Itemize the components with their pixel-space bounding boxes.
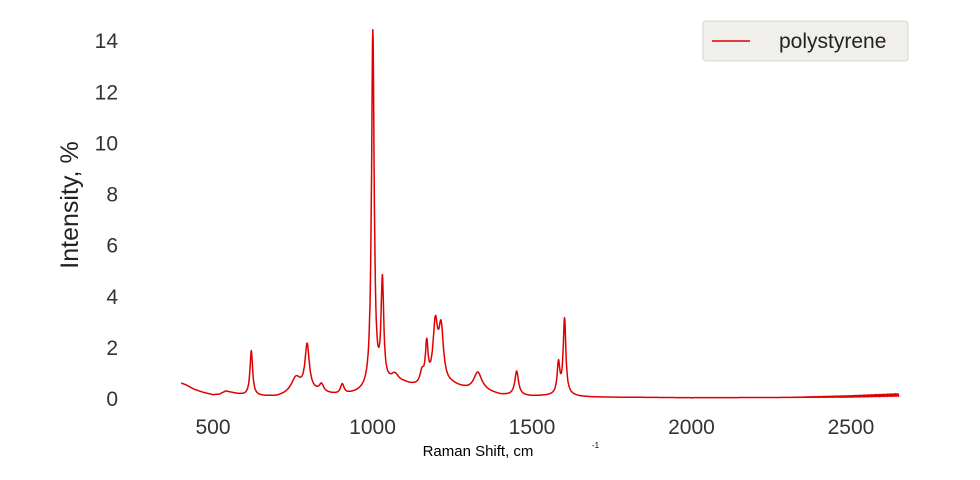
legend-label-polystyrene: polystyrene [779, 30, 886, 53]
x-tick-label: 500 [196, 416, 231, 439]
y-tick-label: 14 [95, 30, 119, 53]
series-line-polystyrene [180, 28, 900, 399]
y-tick-label: 4 [106, 286, 118, 309]
y-axis-ticks: 0 2 4 6 8 10 12 14 [95, 30, 119, 411]
y-tick-label: 8 [106, 184, 118, 207]
series-layer [180, 28, 900, 399]
x-tick-label: 1000 [349, 416, 396, 439]
y-tick-label: 2 [106, 337, 118, 360]
y-tick-label: 6 [106, 235, 118, 258]
y-tick-label: 10 [95, 132, 118, 155]
legend-box [702, 20, 909, 62]
y-tick-label: 12 [95, 81, 118, 104]
x-axis-ticks: 500 1000 1500 2000 2500 [196, 416, 875, 439]
x-tick-label: 2000 [668, 416, 715, 439]
y-tick-label: 0 [106, 388, 118, 411]
legend: polystyrene [702, 20, 909, 62]
x-tick-label: 2500 [828, 416, 875, 439]
x-axis-title-superscript: -1 [592, 441, 600, 450]
x-tick-label: 1500 [509, 416, 556, 439]
y-axis-title: Intensity, % [56, 141, 84, 268]
x-axis-title: Raman Shift, cm [423, 443, 534, 460]
